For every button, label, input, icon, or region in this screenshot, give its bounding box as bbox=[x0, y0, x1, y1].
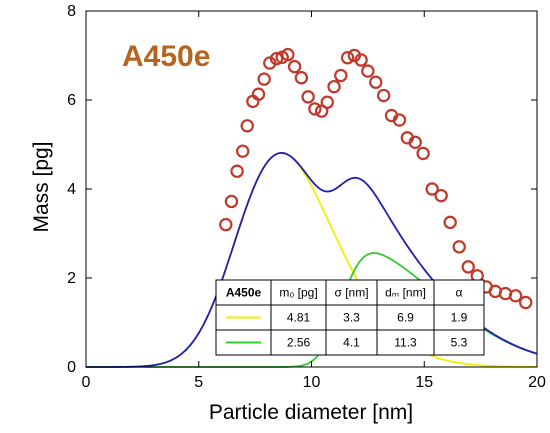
data-point bbox=[224, 194, 239, 209]
data-point bbox=[340, 51, 355, 65]
data-point bbox=[369, 75, 383, 89]
y-tick-label: 4 bbox=[67, 181, 76, 198]
measured-points-layer bbox=[219, 47, 533, 310]
data-point bbox=[416, 146, 430, 161]
data-point bbox=[434, 188, 448, 203]
table-value-cell: 5.3 bbox=[451, 336, 468, 350]
data-point bbox=[327, 79, 341, 94]
data-point bbox=[294, 71, 309, 85]
data-point bbox=[240, 119, 254, 133]
table-value-cell: 4.81 bbox=[287, 311, 311, 325]
table-value-cell: 2.56 bbox=[287, 336, 311, 350]
data-point bbox=[361, 64, 375, 78]
table-value-cell: 3.3 bbox=[343, 311, 360, 325]
data-point bbox=[519, 295, 533, 310]
table-header-cell: σ [nm] bbox=[334, 286, 368, 300]
table-header-cell: α bbox=[456, 286, 463, 300]
x-tick-label: 0 bbox=[82, 374, 91, 391]
data-point bbox=[236, 144, 250, 158]
axes: 0 5 10 15 20 0 2 4 6 8 bbox=[67, 3, 546, 391]
data-point bbox=[301, 90, 315, 104]
table-value-cell: 6.9 bbox=[397, 311, 414, 325]
x-axis-label: Particle diameter [nm] bbox=[209, 401, 413, 424]
table-header-cell: A450e bbox=[226, 286, 262, 300]
y-tick-label: 6 bbox=[67, 92, 76, 109]
data-point bbox=[508, 289, 523, 303]
data-point bbox=[287, 59, 302, 74]
data-point bbox=[257, 72, 271, 86]
table-value-cell: 11.3 bbox=[394, 336, 417, 350]
data-point bbox=[376, 88, 391, 103]
parameter-table: A450e m₀ [pg] σ [nm] dₘ [nm] α 4.81 3.3 6.9 1.9 2… bbox=[215, 279, 485, 356]
y-tick-label: 8 bbox=[67, 3, 76, 20]
table-value-cell: 1.9 bbox=[451, 311, 468, 325]
data-point bbox=[281, 47, 295, 62]
data-point bbox=[461, 260, 475, 274]
table-value-cell: 4.1 bbox=[343, 336, 360, 350]
x-tick-label: 10 bbox=[303, 374, 321, 391]
x-tick-label: 5 bbox=[194, 374, 203, 391]
data-point bbox=[425, 182, 439, 196]
x-tick-label: 20 bbox=[528, 374, 546, 391]
data-point bbox=[230, 164, 244, 178]
data-point bbox=[251, 87, 266, 101]
y-tick-label: 0 bbox=[67, 359, 76, 376]
data-point bbox=[408, 135, 422, 149]
y-axis-label: Mass [pg] bbox=[30, 141, 53, 232]
data-point bbox=[320, 95, 334, 109]
data-point bbox=[452, 240, 466, 254]
data-point bbox=[443, 215, 457, 230]
data-point bbox=[354, 53, 368, 67]
y-tick-label: 2 bbox=[67, 270, 76, 287]
table-header-cell: m₀ [pg] bbox=[279, 286, 317, 300]
data-point bbox=[219, 217, 233, 232]
sample-label: A450e bbox=[122, 40, 210, 73]
data-point bbox=[392, 113, 407, 127]
data-point bbox=[334, 68, 348, 83]
table-header-cell: dₘ [nm] bbox=[385, 286, 426, 300]
data-point bbox=[308, 102, 322, 116]
x-tick-label: 15 bbox=[415, 374, 433, 391]
data-point bbox=[269, 51, 284, 66]
